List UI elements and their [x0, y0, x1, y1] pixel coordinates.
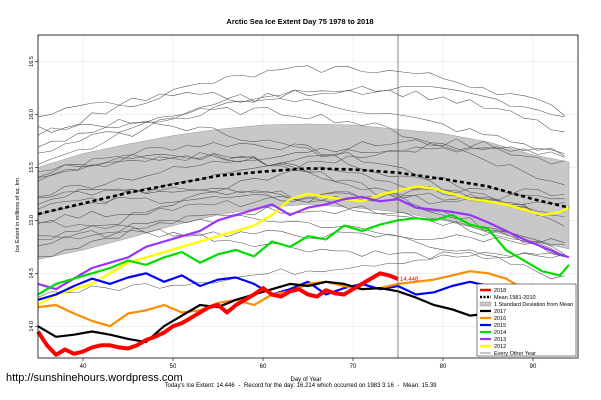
x-tick-label: 40 — [80, 364, 87, 370]
x-tick-label: 70 — [350, 364, 357, 370]
background-year-line — [37, 142, 565, 227]
plot-area: 14.446 40 50 60 70 80 90 14.0 14.5 15.0 15.5 16.0 16… — [29, 34, 579, 370]
background-year-line — [37, 118, 565, 214]
x-axis-label: Day of Year — [290, 377, 321, 383]
legend-label: 2013 — [494, 337, 506, 343]
background-year-line — [37, 138, 565, 198]
y-tick-label: 15.0 — [29, 215, 35, 226]
legend-label: 2016 — [494, 316, 506, 322]
series-line-mean-1981-2010 — [37, 167, 570, 216]
current-extent-label: 14.446 — [400, 277, 419, 283]
legend-label: Every Other Year — [494, 351, 536, 357]
background-year-line — [37, 215, 565, 280]
legend-item: 2014 — [480, 330, 506, 336]
legend-label: 2018 — [494, 288, 506, 294]
background-year-line — [37, 252, 565, 298]
y-tick-label: 16.5 — [29, 56, 35, 67]
background-year-line — [37, 187, 565, 224]
background-year-line — [37, 92, 565, 157]
background-year-line — [37, 89, 565, 165]
y-tick-label: 16.0 — [29, 109, 35, 120]
background-year-line — [37, 146, 565, 216]
background-year-line — [37, 230, 565, 245]
watermark-url: http://sunshinehours.wordpress.com — [6, 372, 183, 384]
legend-label: 2017 — [494, 309, 506, 315]
x-tick-label: 50 — [170, 364, 177, 370]
x-tick-label: 80 — [440, 364, 447, 370]
legend-item: 2017 — [480, 309, 506, 315]
legend-label: 2014 — [494, 330, 506, 336]
legend-item: 2018 — [480, 288, 506, 294]
background-year-line — [37, 65, 565, 136]
legend-item: Every Other Year — [480, 351, 536, 357]
y-axis-label: Ice Extent in millions of sq. km — [15, 178, 21, 252]
footer-stats: Today's Ice Extent: 14.446 - Record for … — [0, 383, 601, 389]
legend-label: 1 Standard Deviation from Mean — [494, 302, 573, 308]
todays-extent: Today's Ice Extent: 14.446 — [164, 383, 235, 389]
x-tick-label: 90 — [530, 364, 537, 370]
legend-item: 1 Standard Deviation from Mean — [479, 301, 573, 308]
y-tick-label: 14.0 — [29, 321, 35, 332]
legend-box — [476, 283, 577, 357]
x-tick-label: 60 — [260, 364, 267, 370]
y-tick-label: 15.5 — [29, 162, 35, 173]
series-line-2013 — [37, 195, 570, 291]
y-tick-label: 14.5 — [29, 268, 35, 279]
footer-separator: - — [236, 383, 243, 389]
mean-value: Mean: 15.39 — [403, 383, 437, 389]
series-line-2018 — [36, 271, 399, 357]
background-year-line — [37, 143, 565, 240]
chart-title: Arctic Sea Ice Extent Day 75 1978 to 201… — [226, 17, 373, 26]
footer-separator: - — [395, 383, 402, 389]
legend-item: 2012 — [480, 344, 506, 350]
legend-item: 2013 — [480, 337, 506, 343]
legend-label: Mean 1981-2010 — [494, 295, 536, 301]
background-year-line — [37, 206, 565, 257]
background-year-line — [37, 220, 565, 260]
legend-item: Mean 1981-2010 — [480, 295, 536, 301]
background-year-line — [37, 107, 565, 186]
record-for-day: Record for the day: 16.214 which occurre… — [244, 383, 394, 389]
legend-label: 2015 — [494, 323, 506, 329]
legend-item: 2015 — [480, 323, 506, 329]
legend-item: 2016 — [480, 316, 506, 322]
background-year-line — [37, 86, 565, 154]
legend-swatch — [479, 301, 492, 307]
series-line-2016 — [37, 270, 570, 328]
background-year-line — [37, 189, 565, 201]
series-line-2014 — [37, 213, 570, 296]
series-line-2012 — [37, 185, 570, 307]
plot-frame — [37, 34, 579, 359]
legend-label: 2012 — [494, 344, 506, 350]
series-line-2017 — [37, 280, 561, 344]
